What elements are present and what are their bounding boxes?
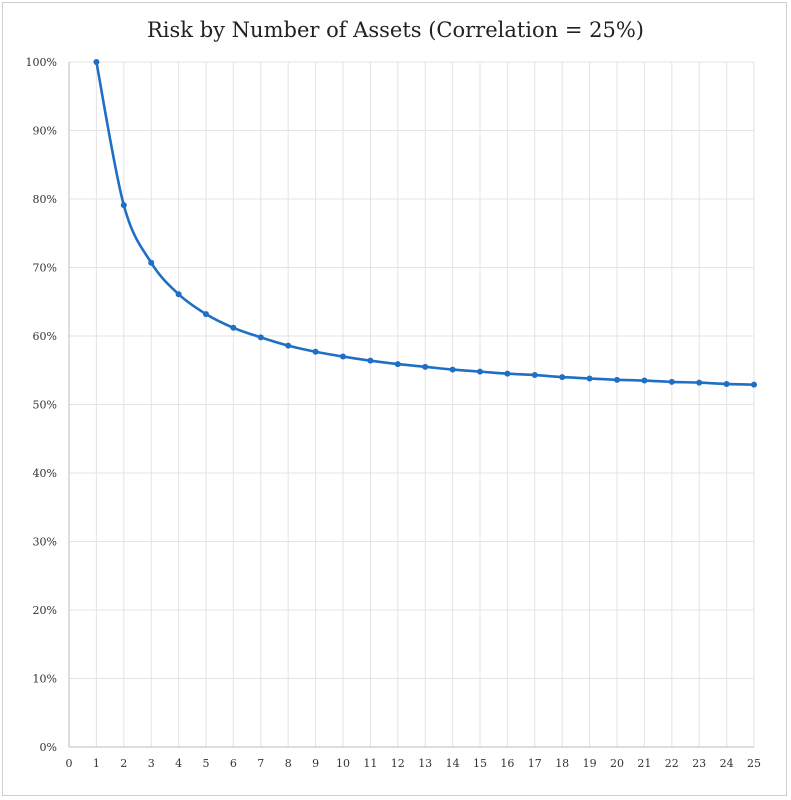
x-tick-label: 9 xyxy=(312,757,319,770)
x-tick-label: 4 xyxy=(175,757,182,770)
y-tick-label: 80% xyxy=(33,193,57,206)
data-point xyxy=(696,379,703,386)
data-point xyxy=(230,324,237,331)
x-tick-label: 2 xyxy=(120,757,127,770)
x-tick-label: 0 xyxy=(66,757,73,770)
x-tick-label: 8 xyxy=(285,757,292,770)
data-point xyxy=(668,378,675,385)
data-point xyxy=(751,381,757,388)
y-tick-label: 50% xyxy=(33,399,57,412)
x-tick-label: 25 xyxy=(747,757,761,770)
x-tick-label: 7 xyxy=(257,757,264,770)
x-tick-label: 15 xyxy=(473,757,487,770)
x-tick-label: 12 xyxy=(391,757,405,770)
y-tick-label: 30% xyxy=(33,536,57,549)
data-point xyxy=(504,370,511,377)
data-point xyxy=(312,348,319,355)
data-point xyxy=(477,368,483,375)
y-tick-label: 10% xyxy=(33,673,57,686)
data-point xyxy=(586,375,593,382)
y-tick-label: 0% xyxy=(40,741,57,754)
data-point xyxy=(614,376,620,383)
x-tick-label: 13 xyxy=(418,757,432,770)
x-tick-label: 22 xyxy=(665,757,679,770)
data-point xyxy=(723,380,730,387)
data-point xyxy=(175,291,182,298)
data-point xyxy=(340,353,346,360)
y-tick-label: 60% xyxy=(33,330,57,343)
grid-lines xyxy=(68,61,755,748)
x-tick-label: 10 xyxy=(336,757,350,770)
data-point xyxy=(394,361,401,368)
x-tick-label: 11 xyxy=(363,757,377,770)
x-tick-label: 18 xyxy=(555,757,569,770)
data-point xyxy=(93,59,100,65)
y-tick-label: 70% xyxy=(33,262,57,275)
x-tick-label: 3 xyxy=(148,757,155,770)
x-tick-label: 19 xyxy=(583,757,597,770)
x-tick-label: 20 xyxy=(610,757,624,770)
data-point xyxy=(449,366,456,373)
y-tick-label: 90% xyxy=(33,125,57,138)
data-point xyxy=(203,311,209,318)
x-tick-label: 5 xyxy=(203,757,210,770)
data-point xyxy=(367,357,374,364)
x-tick-label: 23 xyxy=(692,757,706,770)
series-layer xyxy=(93,59,757,388)
data-point xyxy=(285,342,292,349)
y-tick-labels: 0% 10% 20% 30% 40% 50% 60% 70% 80% 90% 100% xyxy=(26,56,57,754)
x-tick-label: 21 xyxy=(637,757,651,770)
y-tick-label: 100% xyxy=(26,56,57,69)
x-tick-label: 16 xyxy=(500,757,514,770)
x-tick-label: 24 xyxy=(720,757,734,770)
x-tick-label: 6 xyxy=(230,757,237,770)
data-point xyxy=(422,363,429,370)
x-tick-label: 14 xyxy=(446,757,460,770)
data-point xyxy=(531,372,538,379)
data-point xyxy=(641,377,648,384)
y-tick-label: 20% xyxy=(33,604,57,617)
data-point xyxy=(120,202,127,209)
chart-title: Risk by Number of Assets (Correlation = … xyxy=(147,18,644,42)
x-tick-label: 17 xyxy=(528,757,542,770)
data-point xyxy=(559,374,566,381)
data-point xyxy=(148,259,155,266)
y-tick-label: 40% xyxy=(33,467,57,480)
x-tick-labels: 0 1 2 3 4 5 6 7 8 9 10 11 12 13 14 15 16 17 18 19 20 21 22 23 24… xyxy=(66,757,762,770)
x-tick-label: 1 xyxy=(93,757,100,770)
data-point xyxy=(257,334,264,341)
axes xyxy=(68,62,754,748)
